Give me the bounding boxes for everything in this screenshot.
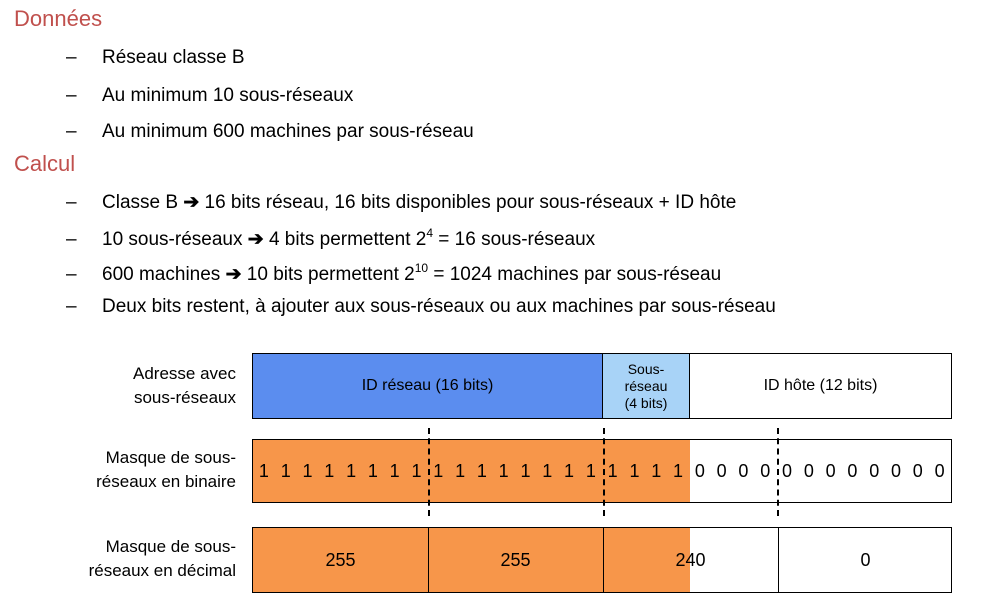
subnet-field: Sous- réseau (4 bits) [603, 354, 690, 418]
mask-bit: 0 [934, 460, 945, 481]
octet-2-value: 255 [500, 549, 531, 570]
mask-bit: 1 [607, 460, 618, 481]
mask-bit: 0 [782, 460, 793, 481]
mask-bit: 1 [346, 460, 357, 481]
bullet-dash: – [66, 229, 77, 250]
mask-bit: 1 [389, 460, 400, 481]
mask-bit: 0 [869, 460, 880, 481]
right-arrow-icon: ➔ [247, 229, 264, 250]
octet-separator [778, 528, 779, 592]
address-structure-bar: ID réseau (16 bits) Sous- réseau (4 bits… [252, 353, 952, 419]
mask-bit: 1 [651, 460, 662, 481]
mask-bit: 1 [564, 460, 575, 481]
mask-bit: 0 [716, 460, 727, 481]
mask-bit: 1 [258, 460, 269, 481]
row-label-binary-mask: Masque de sous- réseaux en binaire [96, 448, 236, 491]
donnees-item: – Au minimum 600 machines par sous-réseau [66, 121, 474, 142]
calcul-item: –600 machines ➔ 10 bits permettent 210 =… [66, 260, 722, 285]
mask-bit: 0 [847, 460, 858, 481]
mask-bit: 1 [673, 460, 684, 481]
mask-bit: 1 [629, 460, 640, 481]
bullet-dash: – [66, 121, 77, 142]
bullet-dash: – [66, 296, 77, 317]
mask-bit: 1 [280, 460, 291, 481]
byte-separator [777, 428, 779, 516]
octet-separator [428, 528, 429, 592]
section-heading-calcul: Calcul [14, 151, 76, 176]
mask-bit: 1 [302, 460, 313, 481]
bullet-dash: – [66, 85, 77, 106]
bullet-dash: – [66, 192, 77, 213]
mask-bit: 1 [585, 460, 596, 481]
calcul-item: – Classe B ➔ 16 bits réseau, 16 bits disp… [66, 192, 737, 213]
mask-bit: 1 [433, 460, 444, 481]
mask-bit: 0 [738, 460, 749, 481]
decimal-mask-bar: 255 255 240 0 [252, 527, 952, 593]
octet-separator [603, 528, 604, 592]
octet-3-value: 240 [675, 549, 706, 570]
mask-bit: 0 [760, 460, 771, 481]
byte-separator [428, 428, 430, 516]
network-id-field: ID réseau (16 bits) [253, 354, 603, 418]
mask-decimal-fill [253, 528, 690, 592]
mask-ones-fill [253, 440, 690, 502]
mask-bit: 1 [367, 460, 378, 481]
mask-bit: 1 [498, 460, 509, 481]
mask-bit: 0 [694, 460, 705, 481]
right-arrow-icon: ➔ [225, 264, 242, 285]
mask-bit: 0 [825, 460, 836, 481]
host-id-field: ID hôte (12 bits) [763, 377, 878, 394]
row-label-decimal-mask: Masque de sous- réseaux en décimal [88, 537, 236, 580]
mask-bit: 1 [324, 460, 335, 481]
row-label-address: Adresse avec sous-réseaux [133, 364, 236, 407]
mask-bit: 1 [542, 460, 553, 481]
mask-bit: 1 [411, 460, 422, 481]
octet-4-value: 0 [860, 549, 871, 570]
byte-separator [603, 428, 605, 516]
mask-bit: 1 [520, 460, 531, 481]
mask-bit: 0 [803, 460, 814, 481]
bullet-dash: – [66, 264, 77, 285]
mask-bit: 0 [912, 460, 923, 481]
mask-bit: 1 [455, 460, 466, 481]
calcul-item: – Deux bits restent, à ajouter aux sous-r… [66, 296, 776, 317]
section-heading-donnees: Données [14, 6, 103, 31]
octet-1-value: 255 [325, 549, 356, 570]
mask-bit: 0 [891, 460, 902, 481]
right-arrow-icon: ➔ [183, 192, 200, 213]
donnees-item: – Réseau classe B [66, 47, 245, 68]
bullet-dash: – [66, 47, 77, 68]
calcul-item: –10 sous-réseaux ➔ 4 bits permettent 24 … [66, 225, 596, 250]
donnees-item: – Au minimum 10 sous-réseaux [66, 85, 354, 106]
mask-bit: 1 [476, 460, 487, 481]
